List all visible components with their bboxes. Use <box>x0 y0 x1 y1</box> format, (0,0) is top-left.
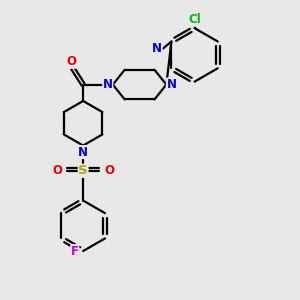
Text: N: N <box>152 42 162 56</box>
Text: S: S <box>78 164 88 177</box>
Text: Cl: Cl <box>188 13 201 26</box>
Text: O: O <box>52 164 62 177</box>
Text: O: O <box>104 164 114 177</box>
Text: N: N <box>167 78 176 91</box>
Text: O: O <box>66 55 76 68</box>
Text: N: N <box>78 146 88 159</box>
Text: F: F <box>71 244 79 258</box>
Text: N: N <box>103 78 113 91</box>
